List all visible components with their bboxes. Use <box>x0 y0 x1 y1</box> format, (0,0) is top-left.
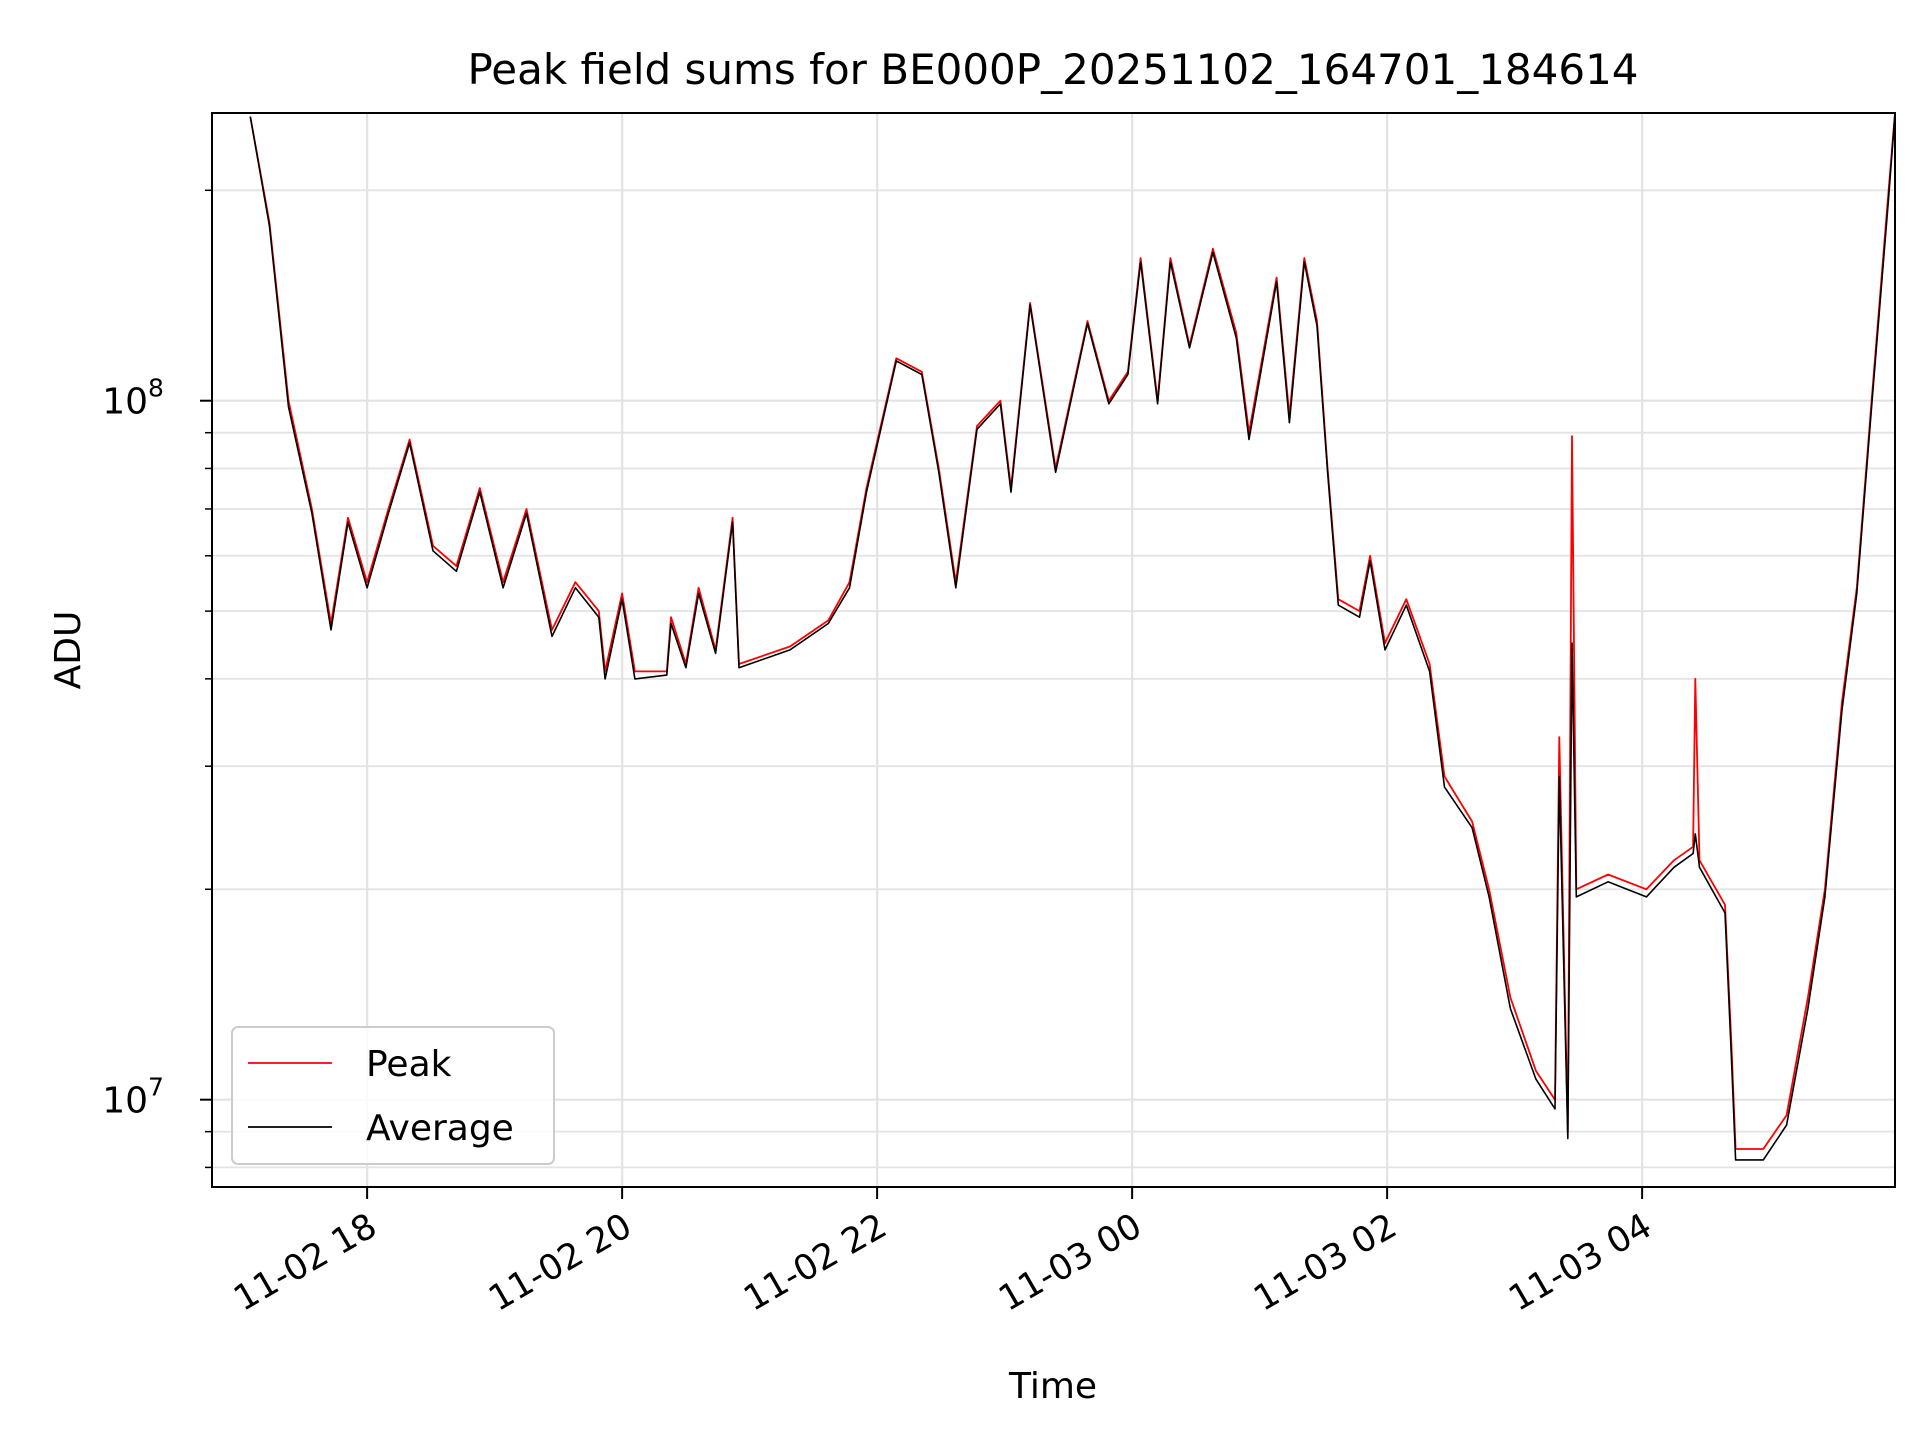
legend-box <box>231 1026 555 1165</box>
y-tick-label: 10 8 <box>102 374 164 423</box>
y-axis-label: ADU <box>48 611 89 690</box>
legend: Peak Average <box>231 1026 555 1165</box>
plot-frame <box>211 112 1896 1188</box>
series-line-average <box>249 113 1895 1161</box>
y-tick-label-base: 10 <box>102 1081 148 1122</box>
y-tick-label-exponent: 8 <box>148 374 164 403</box>
y-tick-label-base: 10 <box>102 382 148 423</box>
legend-label-peak: Peak <box>366 1044 452 1085</box>
series-layer <box>249 113 1895 1161</box>
y-tick-label: 10 7 <box>102 1073 164 1122</box>
legend-label-average: Average <box>366 1108 514 1149</box>
x-axis-label: Time <box>1008 1366 1097 1407</box>
y-tick-label-exponent: 7 <box>148 1073 164 1102</box>
chart-title: Peak field sums for BE000P_20251102_1647… <box>467 45 1638 94</box>
